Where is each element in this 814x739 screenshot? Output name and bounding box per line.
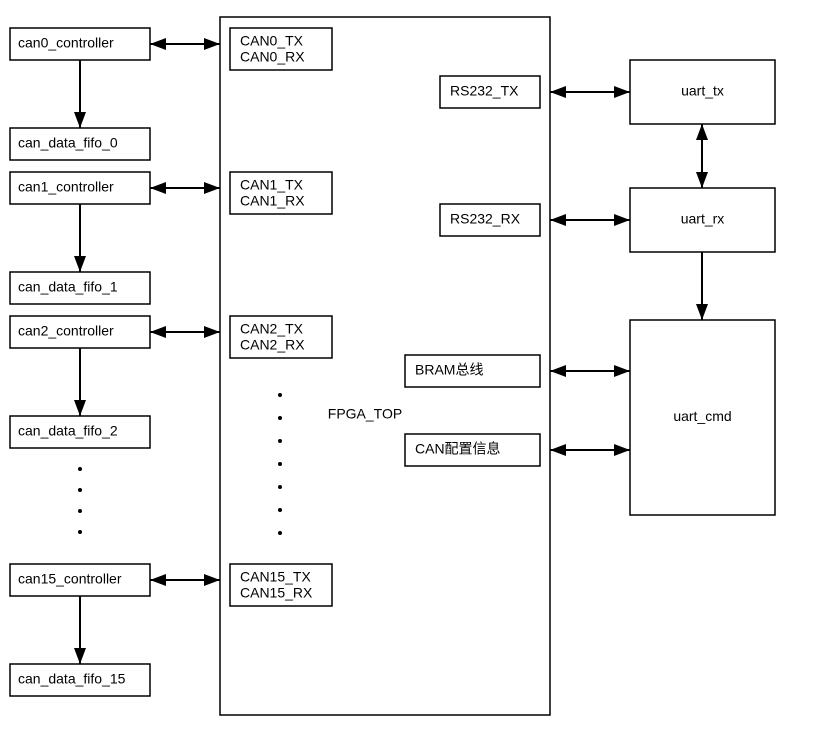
can0_io-rx: CAN0_RX <box>240 49 305 65</box>
can15_ctrl-label: can15_controller <box>18 571 122 587</box>
can0_io-tx: CAN0_TX <box>240 33 304 49</box>
can1_fifo-label: can_data_fifo_1 <box>18 279 118 295</box>
can2_io-rx: CAN2_RX <box>240 337 305 353</box>
can1_io-tx: CAN1_TX <box>240 177 304 193</box>
fpga-top-label: FPGA_TOP <box>328 406 402 422</box>
can1_io-rx: CAN1_RX <box>240 193 305 209</box>
uart_cmd-label: uart_cmd <box>673 408 731 424</box>
ellipsis-dot-1-1 <box>278 416 282 420</box>
can2_io-tx: CAN2_TX <box>240 321 304 337</box>
rs232_tx-label: RS232_TX <box>450 83 519 99</box>
can2_ctrl-label: can2_controller <box>18 323 114 339</box>
can1_ctrl-label: can1_controller <box>18 179 114 195</box>
ellipsis-dot-0-1 <box>78 488 82 492</box>
can2_fifo-label: can_data_fifo_2 <box>18 423 118 439</box>
ellipsis-dot-1-0 <box>278 393 282 397</box>
can15_fifo-label: can_data_fifo_15 <box>18 671 126 687</box>
ellipsis-dot-1-6 <box>278 531 282 535</box>
can15_io-tx: CAN15_TX <box>240 569 311 585</box>
can0_ctrl-label: can0_controller <box>18 35 114 51</box>
bram-label: BRAM总线 <box>415 362 483 378</box>
uart_tx-label: uart_tx <box>681 83 724 99</box>
ellipsis-dot-0-0 <box>78 467 82 471</box>
can_cfg-label: CAN配置信息 <box>415 441 501 457</box>
ellipsis-dot-1-2 <box>278 439 282 443</box>
can0_fifo-label: can_data_fifo_0 <box>18 135 118 151</box>
ellipsis-dot-1-5 <box>278 508 282 512</box>
ellipsis-dot-1-4 <box>278 485 282 489</box>
uart_rx-label: uart_rx <box>681 211 725 227</box>
ellipsis-dot-1-3 <box>278 462 282 466</box>
can15_io-rx: CAN15_RX <box>240 585 313 601</box>
ellipsis-dot-0-3 <box>78 530 82 534</box>
ellipsis-dot-0-2 <box>78 509 82 513</box>
rs232_rx-label: RS232_RX <box>450 211 521 227</box>
